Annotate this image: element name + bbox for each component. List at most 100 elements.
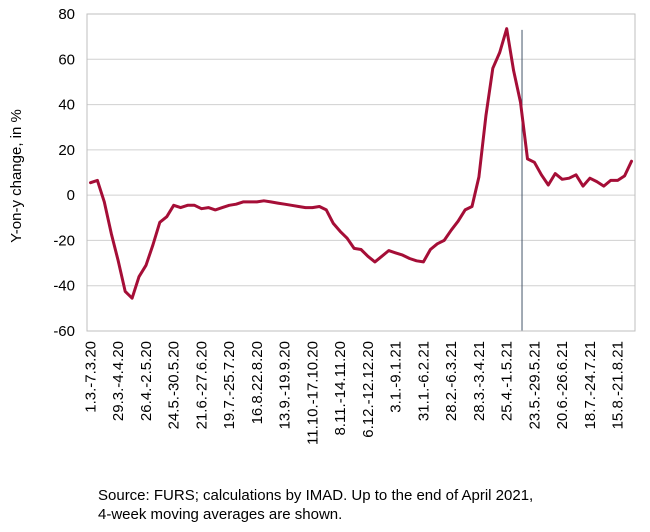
x-tick-label: 19.7.-25.7.20 [221, 341, 238, 429]
data-point [380, 255, 384, 258]
data-point [560, 178, 564, 181]
data-point [137, 275, 141, 278]
data-point [581, 184, 585, 188]
data-point [443, 239, 446, 242]
data-point [477, 175, 481, 179]
series-line [89, 27, 633, 300]
data-point [470, 205, 474, 208]
data-point [359, 248, 363, 251]
data-point [297, 205, 300, 208]
x-tick-label: 31.1.-6.2.21 [415, 341, 432, 421]
data-point [602, 184, 605, 188]
x-tick-label: 15.8.-21.8.21 [610, 341, 627, 429]
x-tick-label: 28.3.-3.4.21 [471, 341, 488, 421]
x-tick-label: 21.6.-27.6.20 [193, 341, 210, 429]
data-point [630, 159, 633, 163]
data-point [151, 243, 155, 247]
data-point [234, 203, 238, 206]
x-tick-label: 13.9.-19.9.20 [277, 341, 294, 429]
plot-area-frame [86, 13, 636, 332]
data-point [89, 181, 92, 184]
data-point [214, 208, 217, 212]
data-point [283, 203, 286, 206]
source-note-line-1: Source: FURS; calculations by IMAD. Up t… [98, 487, 534, 504]
x-tick-label: 18.7.-24.7.21 [582, 341, 599, 429]
data-point [554, 172, 557, 175]
data-point [123, 290, 127, 293]
data-point [436, 242, 439, 246]
data-point [366, 255, 370, 258]
data-point [408, 257, 411, 260]
y-axis-ticks: 80 60 40 20 0 -20 -40 -60 [53, 6, 75, 340]
data-point [623, 174, 626, 178]
data-point [117, 259, 120, 263]
data-point [373, 260, 377, 264]
data-point [144, 264, 148, 267]
y-tick-label: 80 [58, 6, 75, 23]
data-point [290, 204, 293, 207]
data-point [241, 200, 245, 204]
x-tick-label: 6.12.-12.12.20 [360, 341, 377, 438]
data-point [533, 161, 536, 164]
x-tick-label: 20.6.-26.6.21 [554, 341, 571, 429]
data-point [200, 207, 203, 210]
x-axis-ticks: 1.3.-7.3.20 29.3.-4.4.20 26.4.-2.5.20 24.5.… [82, 341, 626, 445]
y-tick-label: 20 [58, 142, 75, 159]
data-point [401, 253, 404, 257]
data-point [595, 180, 599, 183]
data-point [304, 206, 307, 209]
data-point [255, 200, 259, 204]
x-tick-label: 8.11.-14.11.20 [332, 341, 349, 436]
data-point [352, 247, 356, 250]
data-point [193, 204, 196, 207]
data-point [463, 208, 467, 212]
data-point [526, 157, 529, 161]
data-point [332, 222, 335, 225]
data-point [103, 200, 106, 204]
y-tick-label: -60 [53, 323, 75, 340]
data-point [172, 204, 175, 207]
y-tick-label: 0 [67, 187, 75, 204]
data-point [491, 67, 494, 70]
data-point [498, 51, 501, 54]
x-tick-label: 26.4.-2.5.20 [138, 341, 155, 421]
data-point [276, 201, 279, 205]
x-tick-label: 29.3.-4.4.20 [110, 341, 127, 421]
data-point [325, 208, 328, 212]
data-point [338, 230, 342, 233]
source-note-line-2: 4-week moving averages are shown. [98, 506, 343, 523]
data-point [318, 205, 321, 208]
data-point [311, 206, 314, 209]
data-point [609, 179, 612, 182]
data-point [130, 296, 134, 300]
x-tick-label: 1.3.-7.3.20 [82, 341, 99, 413]
x-tick-label: 11.10.-17.10.20 [304, 341, 321, 445]
data-point [248, 200, 252, 204]
data-point [179, 206, 182, 209]
data-points [89, 27, 633, 300]
data-point [449, 229, 453, 232]
data-point [262, 199, 266, 203]
data-point [221, 206, 224, 209]
data-point [415, 259, 418, 263]
data-point [456, 219, 460, 223]
data-point [540, 173, 543, 176]
data-point [567, 176, 571, 180]
grid-lines [87, 13, 635, 332]
y-tick-label: -20 [53, 232, 75, 249]
data-point [394, 251, 397, 255]
line-chart: 80 60 40 20 0 -20 -40 -60 1.3.-7.3.20 29.3.-4.4.… [8, 6, 636, 445]
data-point [422, 260, 425, 264]
data-point [616, 179, 619, 182]
data-point [547, 183, 550, 187]
x-tick-label: 23.5.-29.5.21 [526, 341, 543, 429]
x-tick-label: 25.4.-1.5.21 [499, 341, 516, 421]
data-point [158, 221, 162, 224]
data-point [345, 236, 349, 240]
x-tick-label: 3.1.-9.1.21 [388, 341, 405, 413]
data-point [387, 249, 390, 252]
data-point [484, 114, 488, 118]
data-point [110, 232, 113, 235]
data-point [505, 27, 508, 30]
